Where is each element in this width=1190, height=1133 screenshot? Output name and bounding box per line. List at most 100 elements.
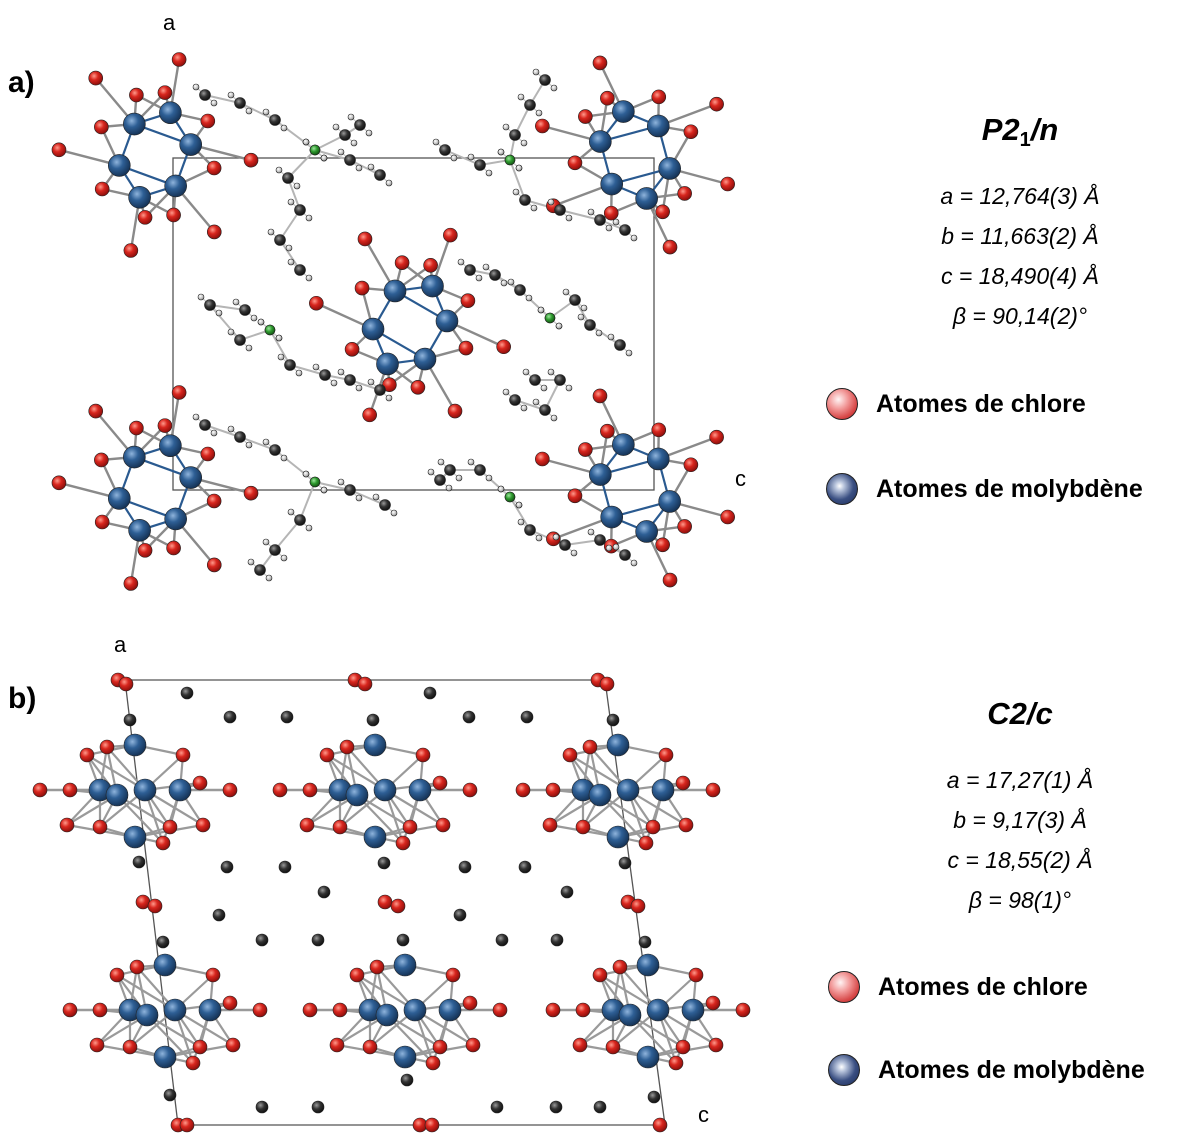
hydrogen-atom xyxy=(287,258,295,266)
hydrogen-atom xyxy=(532,68,540,76)
molybdenum-atom xyxy=(107,487,131,510)
hydrogen-atom xyxy=(227,425,235,433)
chlorine-atom xyxy=(200,113,216,129)
chlorine-atom xyxy=(575,819,591,835)
hydrogen-atom xyxy=(445,484,453,492)
hydrogen-atom xyxy=(275,334,283,342)
chlorine-atom xyxy=(62,782,78,798)
chlorine-atom xyxy=(344,342,360,357)
chlorine-atom xyxy=(179,1117,195,1133)
chlorine-atom xyxy=(319,747,335,763)
chlorine-atom xyxy=(424,1117,440,1133)
chlorine-atom xyxy=(88,403,104,419)
carbon-atom xyxy=(234,97,246,109)
carbon-atom xyxy=(606,713,620,727)
hydrogen-atom xyxy=(515,164,523,172)
carbon-atom xyxy=(594,534,606,546)
hydrogen-atom xyxy=(450,154,458,162)
chlorine-atom xyxy=(720,176,735,192)
chlorine-atom xyxy=(600,90,615,106)
carbon-atom xyxy=(274,234,286,246)
carbon-atom xyxy=(280,710,294,724)
hydrogen-atom xyxy=(605,544,613,552)
carbon-atom xyxy=(550,933,564,947)
chlorine-atom xyxy=(171,52,187,67)
hydrogen-atom xyxy=(305,524,313,532)
hydrogen-atom xyxy=(287,198,295,206)
chlorine-atom xyxy=(599,676,615,692)
chlorine-atom xyxy=(147,898,163,914)
chlorine-atom xyxy=(402,819,418,835)
hydrogen-atom xyxy=(530,204,538,212)
carbon-atom xyxy=(132,855,146,869)
molybdenum-atom xyxy=(646,447,670,471)
carbon-atom xyxy=(458,860,472,874)
chlorine-atom xyxy=(658,747,674,763)
chlorine-atom xyxy=(206,493,222,509)
carbon-atom xyxy=(366,713,380,727)
chlorine-atom xyxy=(200,446,216,462)
molybdenum-atom xyxy=(635,187,658,210)
hydrogen-atom xyxy=(595,329,603,337)
axis-a-label: a xyxy=(163,10,176,35)
carbon-atom xyxy=(539,74,551,86)
param-beta: β = 98(1)° xyxy=(968,887,1072,913)
hydrogen-atom xyxy=(285,244,293,252)
nitrogen-atom xyxy=(309,476,321,488)
chlorine-atom xyxy=(79,747,95,763)
chlorine-atom xyxy=(329,1037,345,1053)
chlorine-atom xyxy=(423,258,438,273)
carbon-atom xyxy=(464,264,476,276)
molybdenum-atom xyxy=(600,172,624,196)
molybdenum-atom xyxy=(681,998,705,1022)
carbon-atom xyxy=(594,214,606,226)
carbon-atom xyxy=(234,431,246,443)
hydrogen-atom xyxy=(275,166,283,174)
chlorine-atom xyxy=(129,420,144,436)
molybdenum-atom xyxy=(179,133,203,156)
bond xyxy=(509,159,526,201)
chlorine-atom xyxy=(651,422,667,438)
chlorine-atom xyxy=(94,452,109,468)
axis-c-label: c xyxy=(698,1102,709,1127)
chlorine-atom xyxy=(720,509,735,525)
bond xyxy=(204,94,241,104)
chlorine-atom xyxy=(332,1002,348,1018)
chlorine-atom xyxy=(382,377,397,392)
bond xyxy=(299,481,316,521)
molybdenum-atom xyxy=(105,783,129,807)
hydrogen-atom xyxy=(232,298,240,306)
carbon-atom xyxy=(123,713,137,727)
molybdenum-swatch-icon xyxy=(828,1054,860,1086)
carbon-atom xyxy=(234,334,246,346)
carbon-atom xyxy=(520,710,534,724)
molybdenum-atom xyxy=(135,1003,159,1027)
carbon-atom xyxy=(212,908,226,922)
chlorine-atom xyxy=(575,1002,591,1018)
chlorine-atom xyxy=(662,572,678,588)
chlorine-atom xyxy=(51,475,67,491)
carbon-atom xyxy=(453,908,467,922)
hydrogen-atom xyxy=(337,478,345,486)
chlorine-atom xyxy=(462,782,478,798)
nitrogen-atom xyxy=(309,144,321,156)
carbon-atom xyxy=(294,514,306,526)
carbon-atom xyxy=(254,564,266,576)
bond xyxy=(269,329,291,366)
molybdenum-atom xyxy=(421,274,444,298)
hydrogen-atom xyxy=(547,198,555,206)
chlorine-atom xyxy=(225,1037,241,1053)
hydrogen-atom xyxy=(265,574,273,582)
molybdenum-atom xyxy=(128,518,151,542)
chlorine-atom xyxy=(99,739,115,755)
bond xyxy=(239,102,276,121)
carbon-atom xyxy=(284,359,296,371)
hydrogen-atom xyxy=(347,113,355,121)
hydrogen-atom xyxy=(555,322,563,330)
hydrogen-atom xyxy=(455,474,463,482)
hydrogen-atom xyxy=(287,508,295,516)
carbon-atom xyxy=(344,484,356,496)
chlorine-atom xyxy=(578,442,593,457)
chlorine-atom xyxy=(705,995,721,1011)
chlorine-atom xyxy=(129,87,144,103)
